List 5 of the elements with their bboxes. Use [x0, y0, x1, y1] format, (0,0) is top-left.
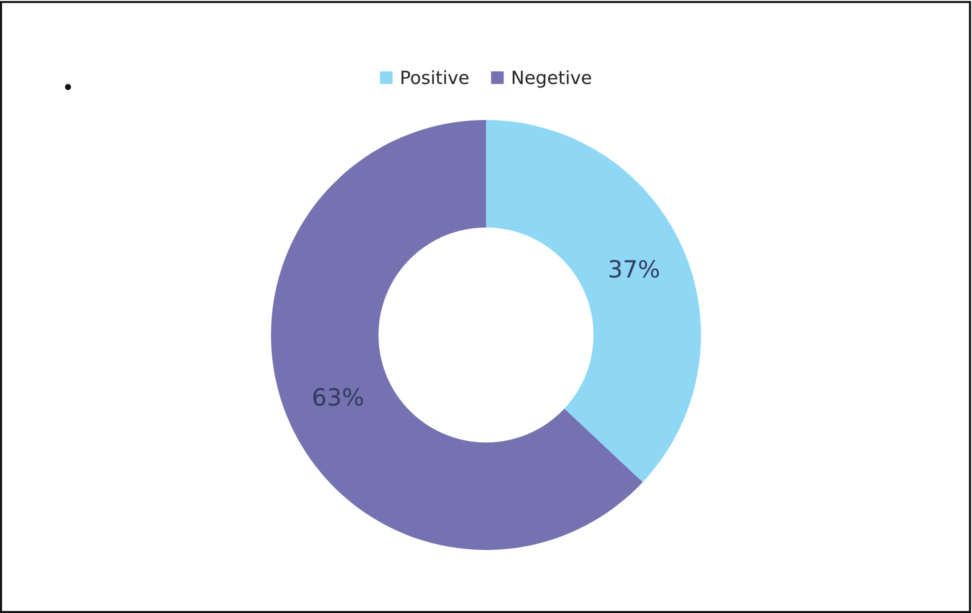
legend-label: Positive — [402, 70, 468, 84]
data-label: 37% — [610, 260, 659, 278]
data-label: 63% — [313, 388, 363, 406]
legend-label: Negetive — [512, 70, 592, 88]
donut-slice — [486, 120, 701, 482]
